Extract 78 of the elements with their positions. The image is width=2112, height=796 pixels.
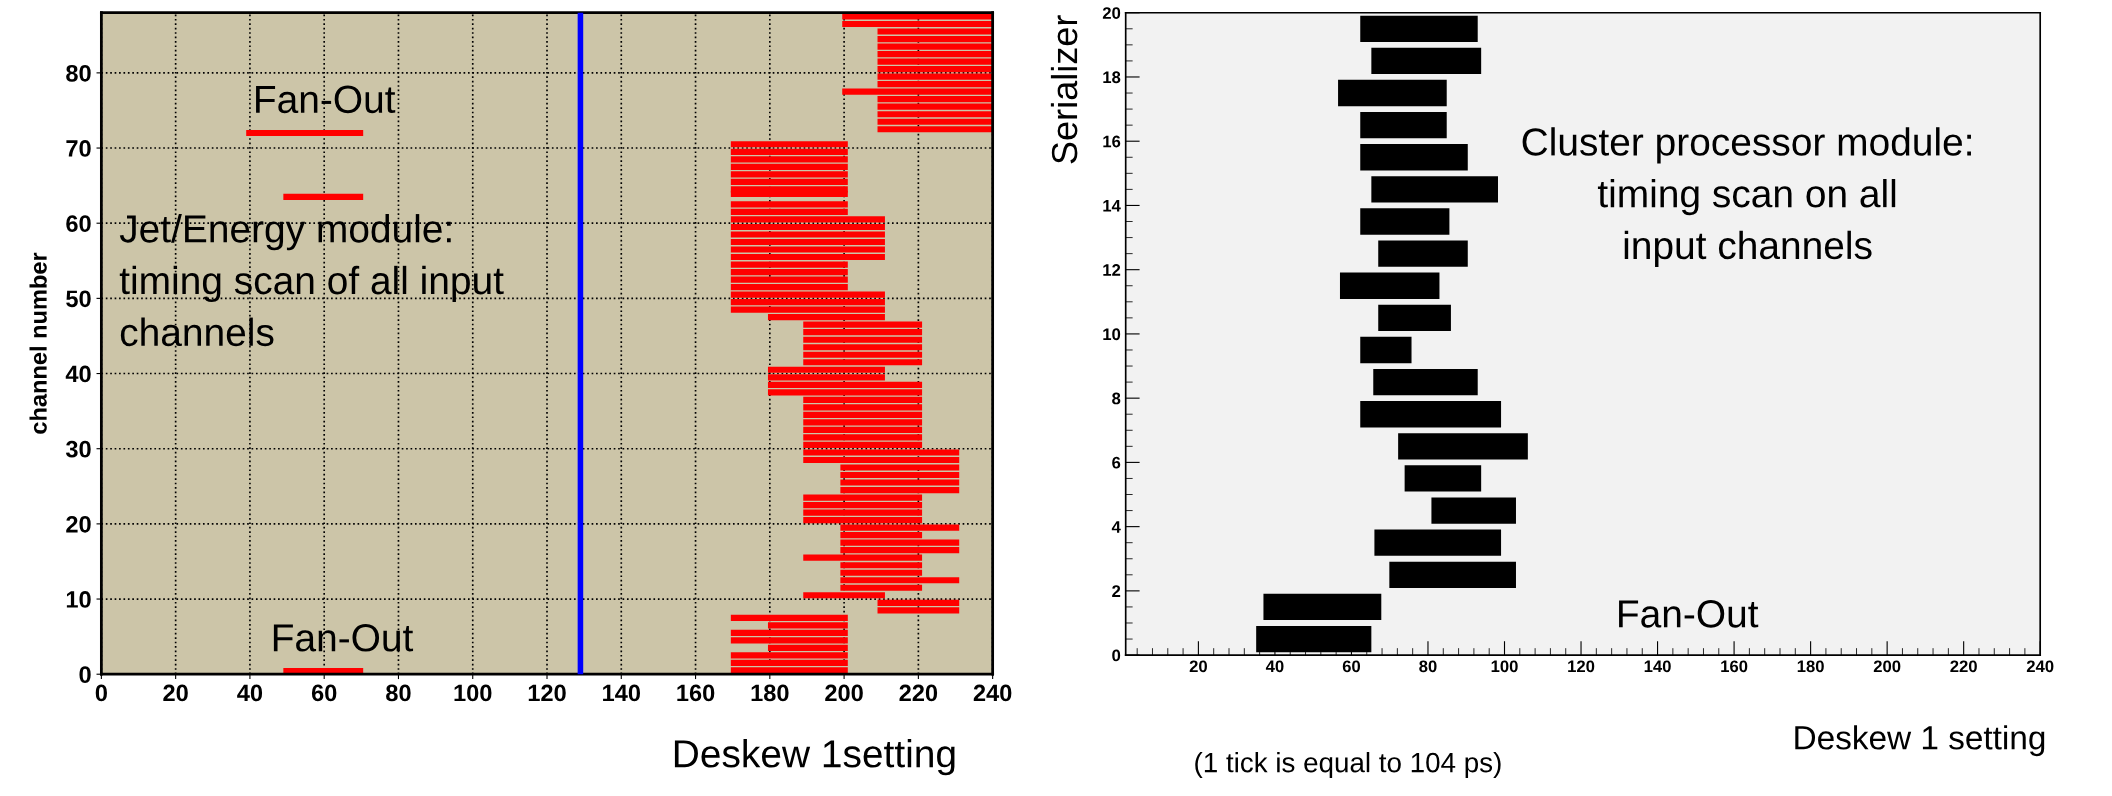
bar: [1338, 79, 1447, 107]
y-tick-label: 12: [1103, 264, 1121, 276]
x-tick-label: 100: [1491, 660, 1518, 673]
x-tick-label: 120: [528, 684, 566, 702]
y-tick-label: 60: [66, 215, 91, 232]
x-tick-label: 40: [1265, 660, 1284, 673]
x-tick-label: 220: [899, 684, 938, 702]
x-tick-label: 180: [1797, 660, 1824, 673]
annotation: Fan-Out: [256, 85, 396, 114]
y-tick-label: 4: [1111, 521, 1121, 533]
x-tick-label: 80: [386, 684, 411, 702]
x-axis-title: Deskew 1setting: [674, 739, 955, 776]
bar: [1360, 15, 1478, 42]
x-tick-label: 160: [1721, 660, 1748, 673]
bar: [1360, 144, 1468, 171]
y-tick-label: 10: [66, 591, 91, 608]
bar: [1404, 465, 1482, 492]
bar: [1374, 529, 1502, 556]
x-tick-label: 40: [237, 684, 263, 702]
bar: [1339, 272, 1440, 299]
y-tick-label: 30: [65, 440, 91, 458]
x-tick-label: 200: [1873, 660, 1901, 673]
bar: [1378, 304, 1451, 332]
bar: [1360, 336, 1412, 364]
x-tick-label: 120: [1568, 660, 1595, 673]
bar: [1256, 625, 1372, 653]
bar: [1371, 176, 1498, 203]
bar: [730, 141, 848, 148]
y-tick-label: 18: [1103, 71, 1121, 84]
y-axis-title: Serializer: [1050, 15, 1078, 164]
y-tick-label: 20: [66, 515, 91, 533]
x-tick-label: 240: [2026, 660, 2054, 673]
y-tick-label: 0: [1112, 649, 1121, 662]
bar: [246, 129, 364, 137]
bar: [730, 201, 848, 208]
y-tick-label: 8: [1112, 392, 1121, 405]
y-tick-label: 80: [66, 64, 91, 82]
x-axis-title: Deskew 1 setting: [1795, 725, 2045, 757]
x-tick-label: 60: [311, 684, 337, 702]
x-tick-label: 140: [1644, 660, 1671, 673]
x-tick-label: 160: [677, 684, 715, 702]
bar: [1371, 47, 1482, 75]
y-tick-label: 70: [66, 140, 91, 157]
x-tick-label: 80: [1419, 660, 1437, 673]
bar: [1360, 401, 1502, 428]
y-tick-label: 14: [1103, 200, 1121, 212]
y-tick-label: 2: [1112, 585, 1121, 597]
bar: [1263, 593, 1382, 621]
bar: [1360, 208, 1450, 235]
x-tick-label: 180: [751, 684, 789, 702]
x-tick-label: 20: [1189, 660, 1207, 673]
x-tick-label: 60: [1342, 660, 1361, 673]
bar: [1431, 497, 1516, 524]
annotation: Cluster processor module: timing scan on all input channels: [1522, 127, 1971, 267]
x-tick-label: 140: [603, 684, 641, 702]
bar: [1378, 240, 1468, 267]
y-tick-label: 10: [1103, 328, 1121, 341]
x-tick-label: 220: [1950, 660, 1977, 673]
annotation: Jet/Energy module: timing scan of all input channels: [119, 214, 504, 347]
x-tick-label: 100: [454, 684, 492, 702]
y-axis-title: channel number: [29, 252, 47, 434]
y-tick-label: 6: [1112, 456, 1121, 469]
bar: [1360, 111, 1447, 139]
x-tick-label: 200: [825, 684, 863, 702]
bar: [283, 193, 364, 200]
x-tick-label: 240: [973, 684, 1012, 702]
bar: [1373, 368, 1478, 396]
x-tick-label: 20: [163, 684, 188, 702]
y-tick-label: 50: [66, 290, 91, 308]
bar: [1398, 433, 1528, 460]
y-tick-label: 40: [65, 365, 91, 383]
y-tick-label: 20: [1102, 7, 1121, 19]
annotation: Fan-Out: [273, 624, 414, 652]
annotation: Fan-Out: [1619, 600, 1759, 628]
text: (1 tick is equal to 104 ps): [1195, 752, 1501, 778]
bar: [1389, 561, 1516, 588]
y-tick-label: 16: [1103, 135, 1121, 148]
x-tick-label: 0: [95, 684, 107, 702]
